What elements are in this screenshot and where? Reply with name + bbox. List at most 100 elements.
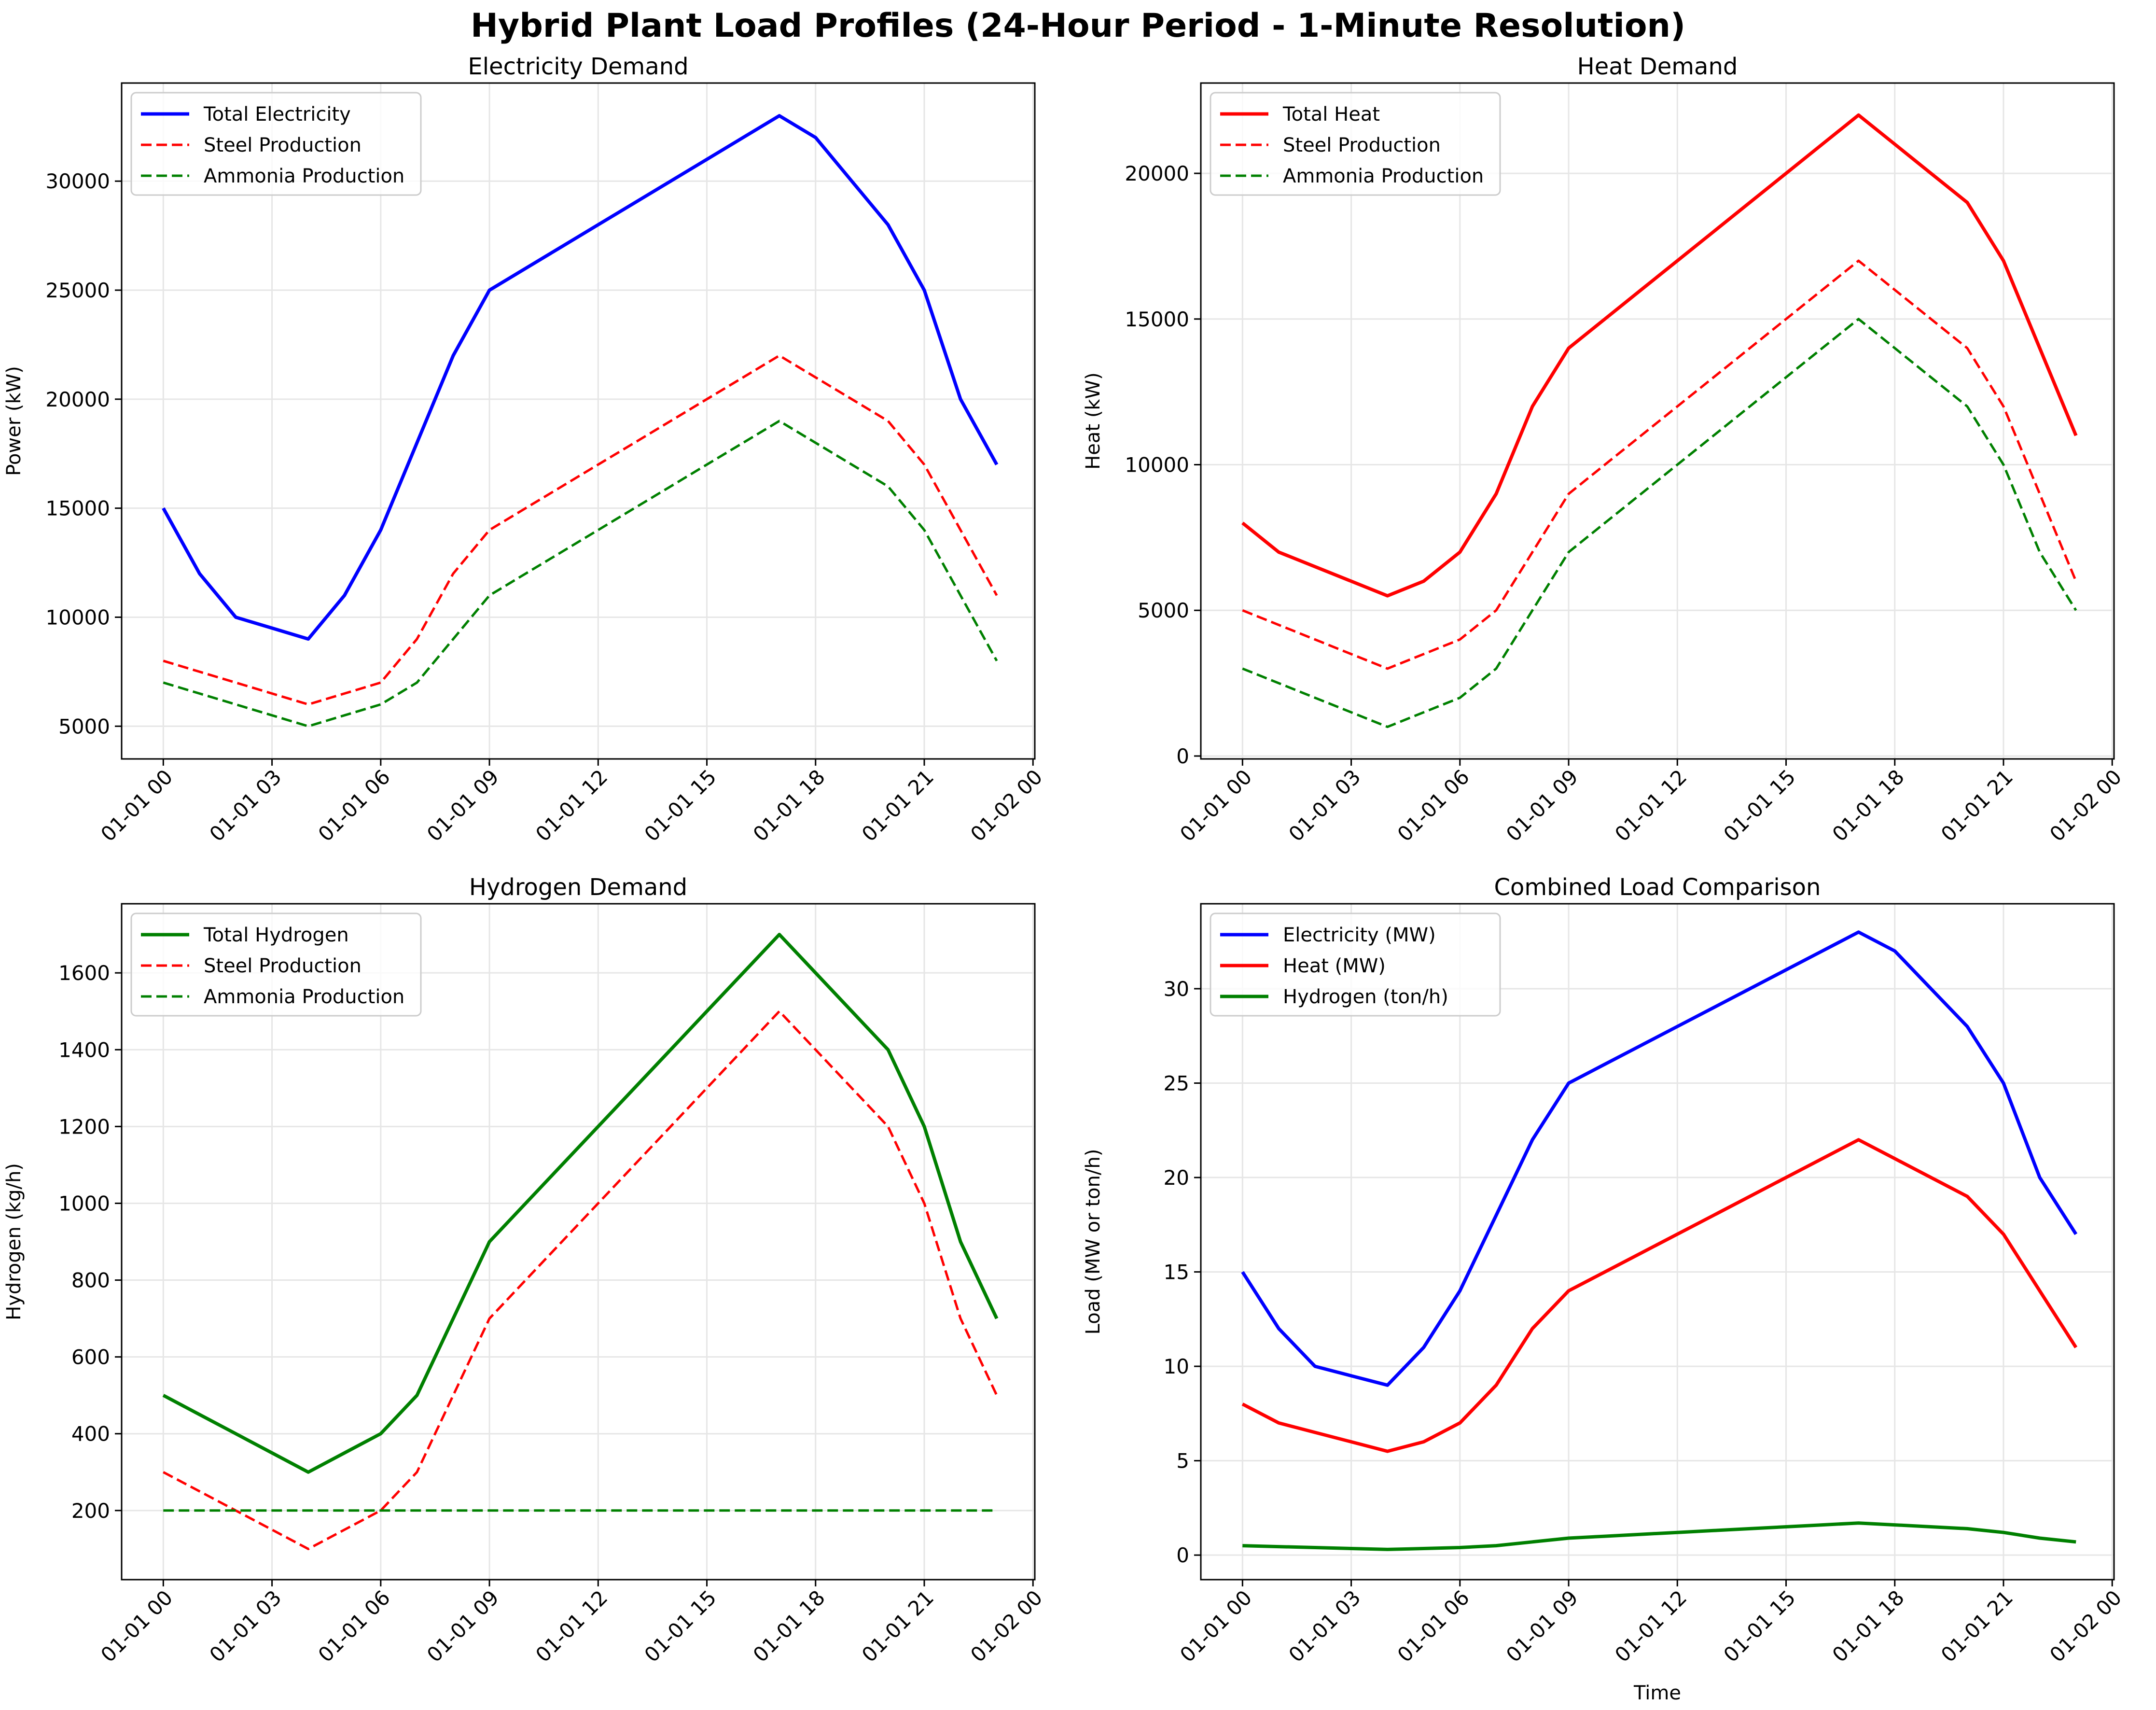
y-tick-label: 30	[1164, 977, 1189, 1001]
legend-box	[130, 912, 422, 1017]
legend-box	[130, 92, 422, 196]
y-tick-label: 15000	[1125, 308, 1189, 331]
y-tick-label: 0	[1176, 1543, 1189, 1567]
chart-title: Hydrogen Demand	[469, 874, 687, 901]
x-tick-label: 01-01 15	[1719, 1585, 1800, 1667]
x-tick-label: 01-01 03	[205, 1585, 286, 1667]
x-tick-label: 01-01 06	[1393, 1585, 1474, 1667]
x-tick-label: 01-01 18	[749, 1585, 830, 1667]
x-tick-label: 01-01 21	[857, 765, 938, 846]
chart-title: Heat Demand	[1577, 53, 1738, 80]
legend-label: Heat (MW)	[1283, 955, 1386, 977]
chart-title: Electricity Demand	[468, 53, 688, 80]
x-tick-label: 01-01 03	[1284, 765, 1365, 846]
chart-title: Combined Load Comparison	[1494, 874, 1821, 901]
y-tick-label: 15	[1164, 1261, 1189, 1284]
series-line-steel-production	[163, 1010, 998, 1550]
y-tick-label: 10000	[1125, 453, 1189, 477]
x-tick-label: 01-01 00	[96, 1585, 177, 1667]
y-tick-label: 20000	[45, 388, 110, 411]
x-tick-label: 01-01 06	[314, 1585, 395, 1667]
x-tick-label: 01-02 00	[2045, 1585, 2126, 1667]
y-tick-label: 20	[1164, 1166, 1189, 1190]
y-tick-label: 1000	[58, 1191, 110, 1215]
x-axis-label: Time	[1633, 1682, 1681, 1704]
series-line-total-hydrogen	[162, 933, 999, 1474]
y-axis-label: Power (kW)	[3, 366, 25, 476]
figure-title: Hybrid Plant Load Profiles (24-Hour Peri…	[470, 7, 1686, 45]
x-tick-label: 01-01 21	[1936, 765, 2017, 846]
legend-label: Steel Production	[204, 134, 362, 156]
y-tick-label: 25	[1164, 1072, 1189, 1095]
series-line-heat-mw-	[1241, 1138, 2078, 1453]
x-tick-label: 01-02 00	[2045, 765, 2126, 846]
x-tick-label: 01-01 15	[640, 1585, 721, 1667]
y-tick-label: 600	[71, 1346, 110, 1369]
legend-label: Ammonia Production	[204, 165, 404, 187]
legend-label: Electricity (MW)	[1283, 924, 1436, 946]
y-tick-label: 400	[71, 1422, 110, 1446]
y-tick-label: 20000	[1125, 162, 1189, 185]
y-tick-label: 5000	[1138, 599, 1189, 622]
series-line-total-electricity	[162, 114, 999, 641]
series-line-ammonia-production	[1242, 318, 2077, 729]
y-axis-label: Load (MW or ton/h)	[1082, 1149, 1104, 1335]
x-tick-label: 01-01 12	[531, 765, 612, 846]
y-tick-label: 25000	[45, 279, 110, 302]
x-tick-label: 01-01 21	[1936, 1585, 2017, 1667]
x-tick-label: 01-01 00	[1175, 765, 1256, 846]
x-tick-label: 01-01 12	[1610, 765, 1691, 846]
x-tick-label: 01-01 12	[531, 1585, 612, 1667]
x-tick-label: 01-01 15	[640, 765, 721, 846]
y-tick-label: 0	[1176, 744, 1189, 768]
x-tick-label: 01-01 09	[1502, 765, 1583, 846]
legend-label: Steel Production	[204, 955, 362, 977]
legend-label: Ammonia Production	[1283, 165, 1484, 187]
y-tick-label: 1600	[58, 961, 110, 985]
y-tick-label: 5	[1176, 1449, 1189, 1473]
plot-frame	[1200, 903, 2115, 1581]
plot-frame	[121, 82, 1036, 760]
x-tick-label: 01-01 09	[422, 1585, 503, 1667]
y-axis-label: Heat (kW)	[1082, 372, 1104, 470]
legend-box	[1210, 92, 1501, 196]
x-tick-label: 01-01 06	[314, 765, 395, 846]
plot-frame	[121, 903, 1036, 1581]
x-tick-label: 01-01 12	[1610, 1585, 1691, 1667]
legend-label: Steel Production	[1283, 134, 1441, 156]
legend-label: Total Hydrogen	[203, 924, 349, 946]
x-tick-label: 01-01 03	[1284, 1585, 1365, 1667]
y-tick-label: 1400	[58, 1038, 110, 1062]
legend-label: Ammonia Production	[204, 986, 404, 1008]
x-tick-label: 01-02 00	[966, 1585, 1047, 1667]
series-line-ammonia-production	[163, 420, 998, 728]
x-tick-label: 01-02 00	[966, 765, 1047, 846]
series-line-electricity-mw-	[1241, 930, 2078, 1387]
y-tick-label: 30000	[45, 169, 110, 193]
y-tick-label: 10000	[45, 605, 110, 629]
y-tick-label: 800	[71, 1269, 110, 1292]
series-line-steel-production	[163, 354, 998, 706]
series-line-total-heat	[1241, 113, 2078, 598]
x-tick-label: 01-01 09	[1502, 1585, 1583, 1667]
legend-label: Total Heat	[1282, 103, 1380, 126]
y-tick-label: 15000	[45, 497, 110, 520]
x-tick-label: 01-01 03	[205, 765, 286, 846]
legend-label: Total Electricity	[203, 103, 351, 126]
x-tick-label: 01-01 18	[749, 765, 830, 846]
x-tick-label: 01-01 15	[1719, 765, 1800, 846]
legend-box	[1210, 912, 1501, 1017]
y-tick-label: 200	[71, 1499, 110, 1523]
series-line-steel-production	[1242, 259, 2077, 670]
x-tick-label: 01-01 09	[422, 765, 503, 846]
x-tick-label: 01-01 18	[1828, 1585, 1909, 1667]
x-tick-label: 01-01 00	[96, 765, 177, 846]
x-tick-label: 01-01 00	[1175, 1585, 1256, 1667]
x-tick-label: 01-01 06	[1393, 765, 1474, 846]
series-line-hydrogen-ton-h-	[1242, 1521, 2076, 1551]
y-tick-label: 1200	[58, 1115, 110, 1138]
